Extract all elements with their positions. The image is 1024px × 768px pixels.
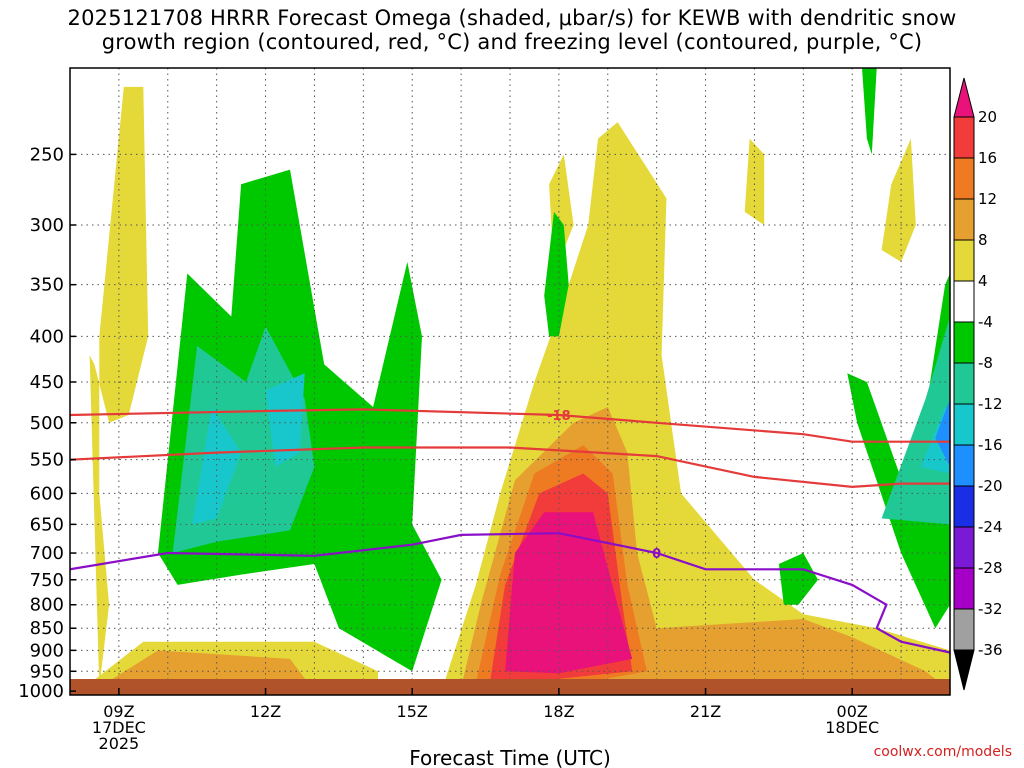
y-tick-label: 600 [30,483,64,504]
colorbar-label: -4 [978,313,993,331]
colorbar-swatch [953,116,975,159]
credit-text: coolwx.com/models [873,744,1012,760]
colorbar: 20 16 12 8 4 -4 -8 -12 -16 -20 -24 -28 -32 -36 [953,77,1003,691]
omega-region-m12_m8 [881,316,950,525]
x-tick-label: 18DEC [825,718,879,737]
y-tick-label: 700 [30,543,64,564]
y-tick-label: 650 [30,514,64,535]
y-tick-label: 450 [30,372,64,393]
y-tick-label: 300 [30,215,64,236]
colorbar-swatch [953,157,975,200]
colorbar-swatch [953,198,975,241]
y-tick-label: 900 [30,640,64,661]
colorbar-label: 12 [978,190,997,208]
colorbar-label: -28 [978,559,1003,577]
colorbar-label: -32 [978,600,1003,618]
y-tick-label: 800 [30,595,64,616]
omega-region-m8_m4 [847,273,950,629]
y-tick-label: 250 [30,144,64,165]
omega-region-m8_m4 [862,68,877,155]
y-tick-label: 550 [30,450,64,471]
title-line-1: 2025121708 HRRR Forecast Omega (shaded, … [67,6,957,30]
title-line-2: growth region (contoured, red, °C) and f… [101,30,923,54]
chart-title: 2025121708 HRRR Forecast Omega (shaded, … [0,6,1024,54]
x-tick-label: 12Z [250,702,281,721]
colorbar-label: -8 [978,354,993,372]
colorbar-swatch [953,280,975,323]
contour-line [70,408,950,443]
x-tick-label: 15Z [397,702,428,721]
colorbar-swatch [953,321,975,364]
y-tick-label: 350 [30,275,64,296]
colorbar-label: 8 [978,231,988,249]
omega-region-m16_m12 [265,373,305,467]
x-tick-label: 00Z [837,702,868,721]
x-tick-label: 17DEC [92,718,146,737]
colorbar-label: 20 [978,108,997,126]
temperature-contours: -18 0 [70,408,950,654]
colorbar-label: -24 [978,518,1003,536]
colorbar-swatch [953,362,975,405]
colorbar-swatch [953,608,975,651]
colorbar-label: -20 [978,477,1003,495]
y-tick-label: 750 [30,570,64,591]
x-tick-label: 09Z [103,702,134,721]
colorbar-swatch [953,526,975,569]
colorbar-swatch [953,567,975,610]
colorbar-label: -36 [978,641,1003,659]
contour-label: -18 [547,409,571,424]
omega-region-4_8 [744,138,765,225]
grid-lines [70,68,950,695]
contour-line [70,532,950,654]
y-axis: 2503003504004505005506006507007508008509… [18,144,76,702]
y-tick-label: 500 [30,413,64,434]
colorbar-bottom-arrow [953,649,975,691]
colorbar-swatch [953,485,975,528]
colorbar-top-arrow [953,77,975,118]
y-tick-label: 1000 [18,681,64,702]
colorbar-swatch [953,403,975,446]
omega-region-m8_m4 [544,211,569,337]
colorbar-swatch [953,239,975,282]
x-tick-label: 2025 [99,734,140,753]
colorbar-label: 16 [978,149,997,167]
x-axis-label: Forecast Time (UTC) [409,746,611,768]
omega-region-4_8 [881,138,916,262]
colorbar-label: -12 [978,395,1003,413]
omega-region-m8_m4 [778,553,818,605]
x-tick-label: 21Z [690,702,721,721]
colorbar-swatch [953,444,975,487]
y-tick-label: 400 [30,326,64,347]
omega-region-m20_m16 [935,398,950,467]
omega-region-m16_m12 [192,407,242,525]
colorbar-label: -16 [978,436,1003,454]
y-tick-label: 850 [30,618,64,639]
omega-region-gt20 [505,512,633,674]
colorbar-label: 4 [978,272,988,290]
ground-strip [70,679,950,695]
x-tick-label: 18Z [543,702,574,721]
contour-label: 0 [652,547,661,562]
y-tick-label: 950 [30,661,64,682]
contour-line [70,446,950,489]
